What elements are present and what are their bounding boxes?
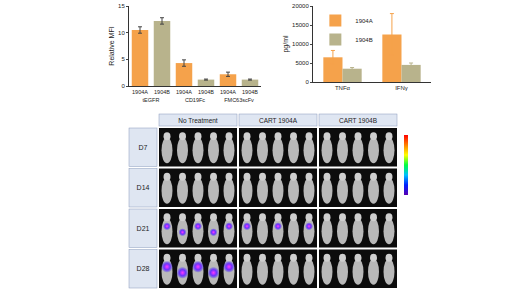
svg-text:10000: 10000 [292,41,309,47]
svg-text:IFNγ: IFNγ [395,85,408,91]
svg-text:0: 0 [305,79,309,85]
svg-text:No Treatment: No Treatment [178,117,218,124]
svg-text:D7: D7 [139,144,148,151]
svg-text:CD19Fc: CD19Fc [185,97,205,103]
svg-text:1904B: 1904B [198,89,214,95]
svg-text:CART 1904A: CART 1904A [259,117,298,124]
svg-text:1904A: 1904A [176,89,192,95]
svg-text:D28: D28 [137,265,150,272]
svg-text:20000: 20000 [292,3,309,9]
svg-text:CART 1904B: CART 1904B [339,117,377,124]
svg-text:1904A: 1904A [220,89,236,95]
svg-text:1904B: 1904B [242,89,258,95]
svg-text:1904A: 1904A [355,18,372,24]
svg-text:D21: D21 [137,225,150,232]
svg-text:10: 10 [118,30,125,36]
svg-text:tEGFR: tEGFR [143,97,160,103]
svg-text:0: 0 [121,83,125,89]
svg-text:pg/ml: pg/ml [282,35,290,53]
svg-text:1904B: 1904B [355,37,372,43]
svg-text:15: 15 [118,3,125,9]
svg-text:1904B: 1904B [154,89,170,95]
svg-text:5: 5 [121,56,125,62]
svg-text:1904A: 1904A [132,89,148,95]
svg-text:Relative MFI: Relative MFI [108,26,115,65]
svg-text:D14: D14 [137,184,150,191]
svg-text:5000: 5000 [295,60,309,66]
svg-text:FMC63scFv: FMC63scFv [224,97,254,103]
svg-text:TNFα: TNFα [335,85,351,91]
svg-text:15000: 15000 [292,22,309,28]
